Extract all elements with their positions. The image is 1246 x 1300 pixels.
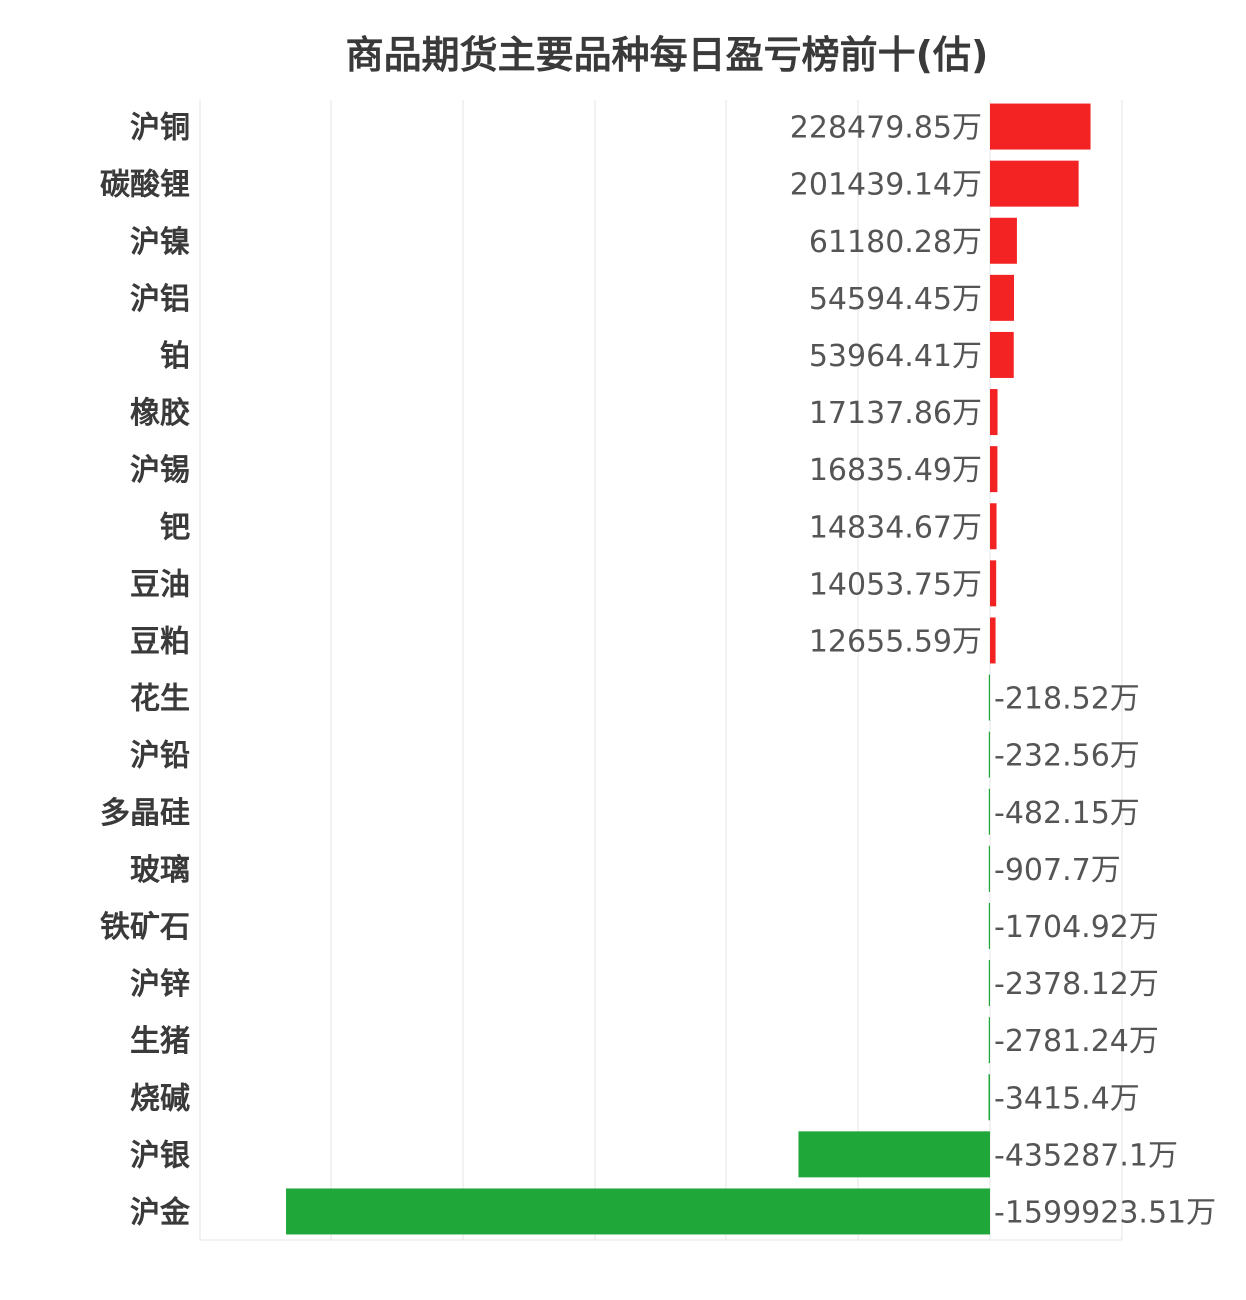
category-label: 橡胶 (130, 396, 190, 431)
bar (990, 103, 1091, 150)
value-label: 54594.45万 (809, 282, 982, 317)
value-label: 201439.14万 (790, 168, 982, 203)
category-label: 玻璃 (130, 853, 190, 888)
bar (990, 217, 1017, 264)
category-label: 沪银 (130, 1138, 190, 1173)
bars (286, 103, 1091, 1235)
category-label: 生猪 (130, 1024, 190, 1059)
value-label: -435287.1万 (994, 1138, 1178, 1173)
bar (990, 389, 998, 436)
category-label: 多晶硅 (100, 796, 190, 831)
bar (286, 1188, 990, 1235)
bar (988, 1017, 990, 1064)
category-label: 钯 (160, 510, 190, 545)
bar (988, 902, 990, 949)
category-label: 铂 (160, 339, 190, 374)
bar (988, 845, 990, 892)
bar (988, 731, 990, 778)
value-label: -482.15万 (994, 796, 1140, 831)
category-label: 沪铜 (130, 111, 190, 146)
value-label: 14834.67万 (809, 510, 982, 545)
value-label: -907.7万 (994, 853, 1121, 888)
bar (988, 1074, 990, 1121)
value-label: -1704.92万 (994, 910, 1159, 945)
value-label: -2378.12万 (994, 967, 1159, 1002)
bar (990, 274, 1015, 321)
value-label: -2781.24万 (994, 1024, 1159, 1059)
bar (990, 160, 1079, 207)
bar (988, 960, 990, 1007)
bar (988, 788, 990, 835)
value-label: 228479.85万 (790, 111, 982, 146)
value-label: 17137.86万 (809, 396, 982, 431)
value-label: 61180.28万 (809, 225, 982, 260)
gridlines (199, 100, 1123, 1241)
value-label: 53964.41万 (809, 339, 982, 374)
bar (990, 331, 1014, 378)
value-label: -218.52万 (994, 682, 1140, 717)
category-label: 花生 (130, 682, 190, 717)
bar (990, 560, 997, 607)
chart-title: 商品期货主要品种每日盈亏榜前十(估) (345, 33, 989, 77)
value-label: -1599923.51万 (994, 1195, 1216, 1230)
category-label: 沪锌 (130, 967, 190, 1002)
category-label: 沪金 (130, 1195, 191, 1230)
value-label: -3415.4万 (994, 1081, 1140, 1116)
value-label: 16835.49万 (809, 453, 982, 488)
bar (988, 674, 990, 721)
bar (798, 1131, 990, 1178)
category-label: 沪铝 (130, 282, 190, 317)
category-label: 烧碱 (130, 1081, 190, 1116)
bar (990, 503, 997, 550)
value-label: -232.56万 (994, 739, 1140, 774)
category-label: 豆粕 (130, 624, 190, 659)
bar (990, 446, 998, 493)
value-label: 14053.75万 (809, 567, 982, 602)
category-label: 碳酸锂 (100, 168, 190, 203)
category-label: 沪锡 (130, 453, 190, 488)
value-label: 12655.59万 (809, 624, 982, 659)
category-label: 豆油 (130, 567, 190, 602)
category-label: 沪铅 (130, 739, 190, 774)
bar (990, 617, 996, 664)
category-label: 沪镍 (130, 225, 190, 260)
category-label: 铁矿石 (100, 910, 190, 945)
